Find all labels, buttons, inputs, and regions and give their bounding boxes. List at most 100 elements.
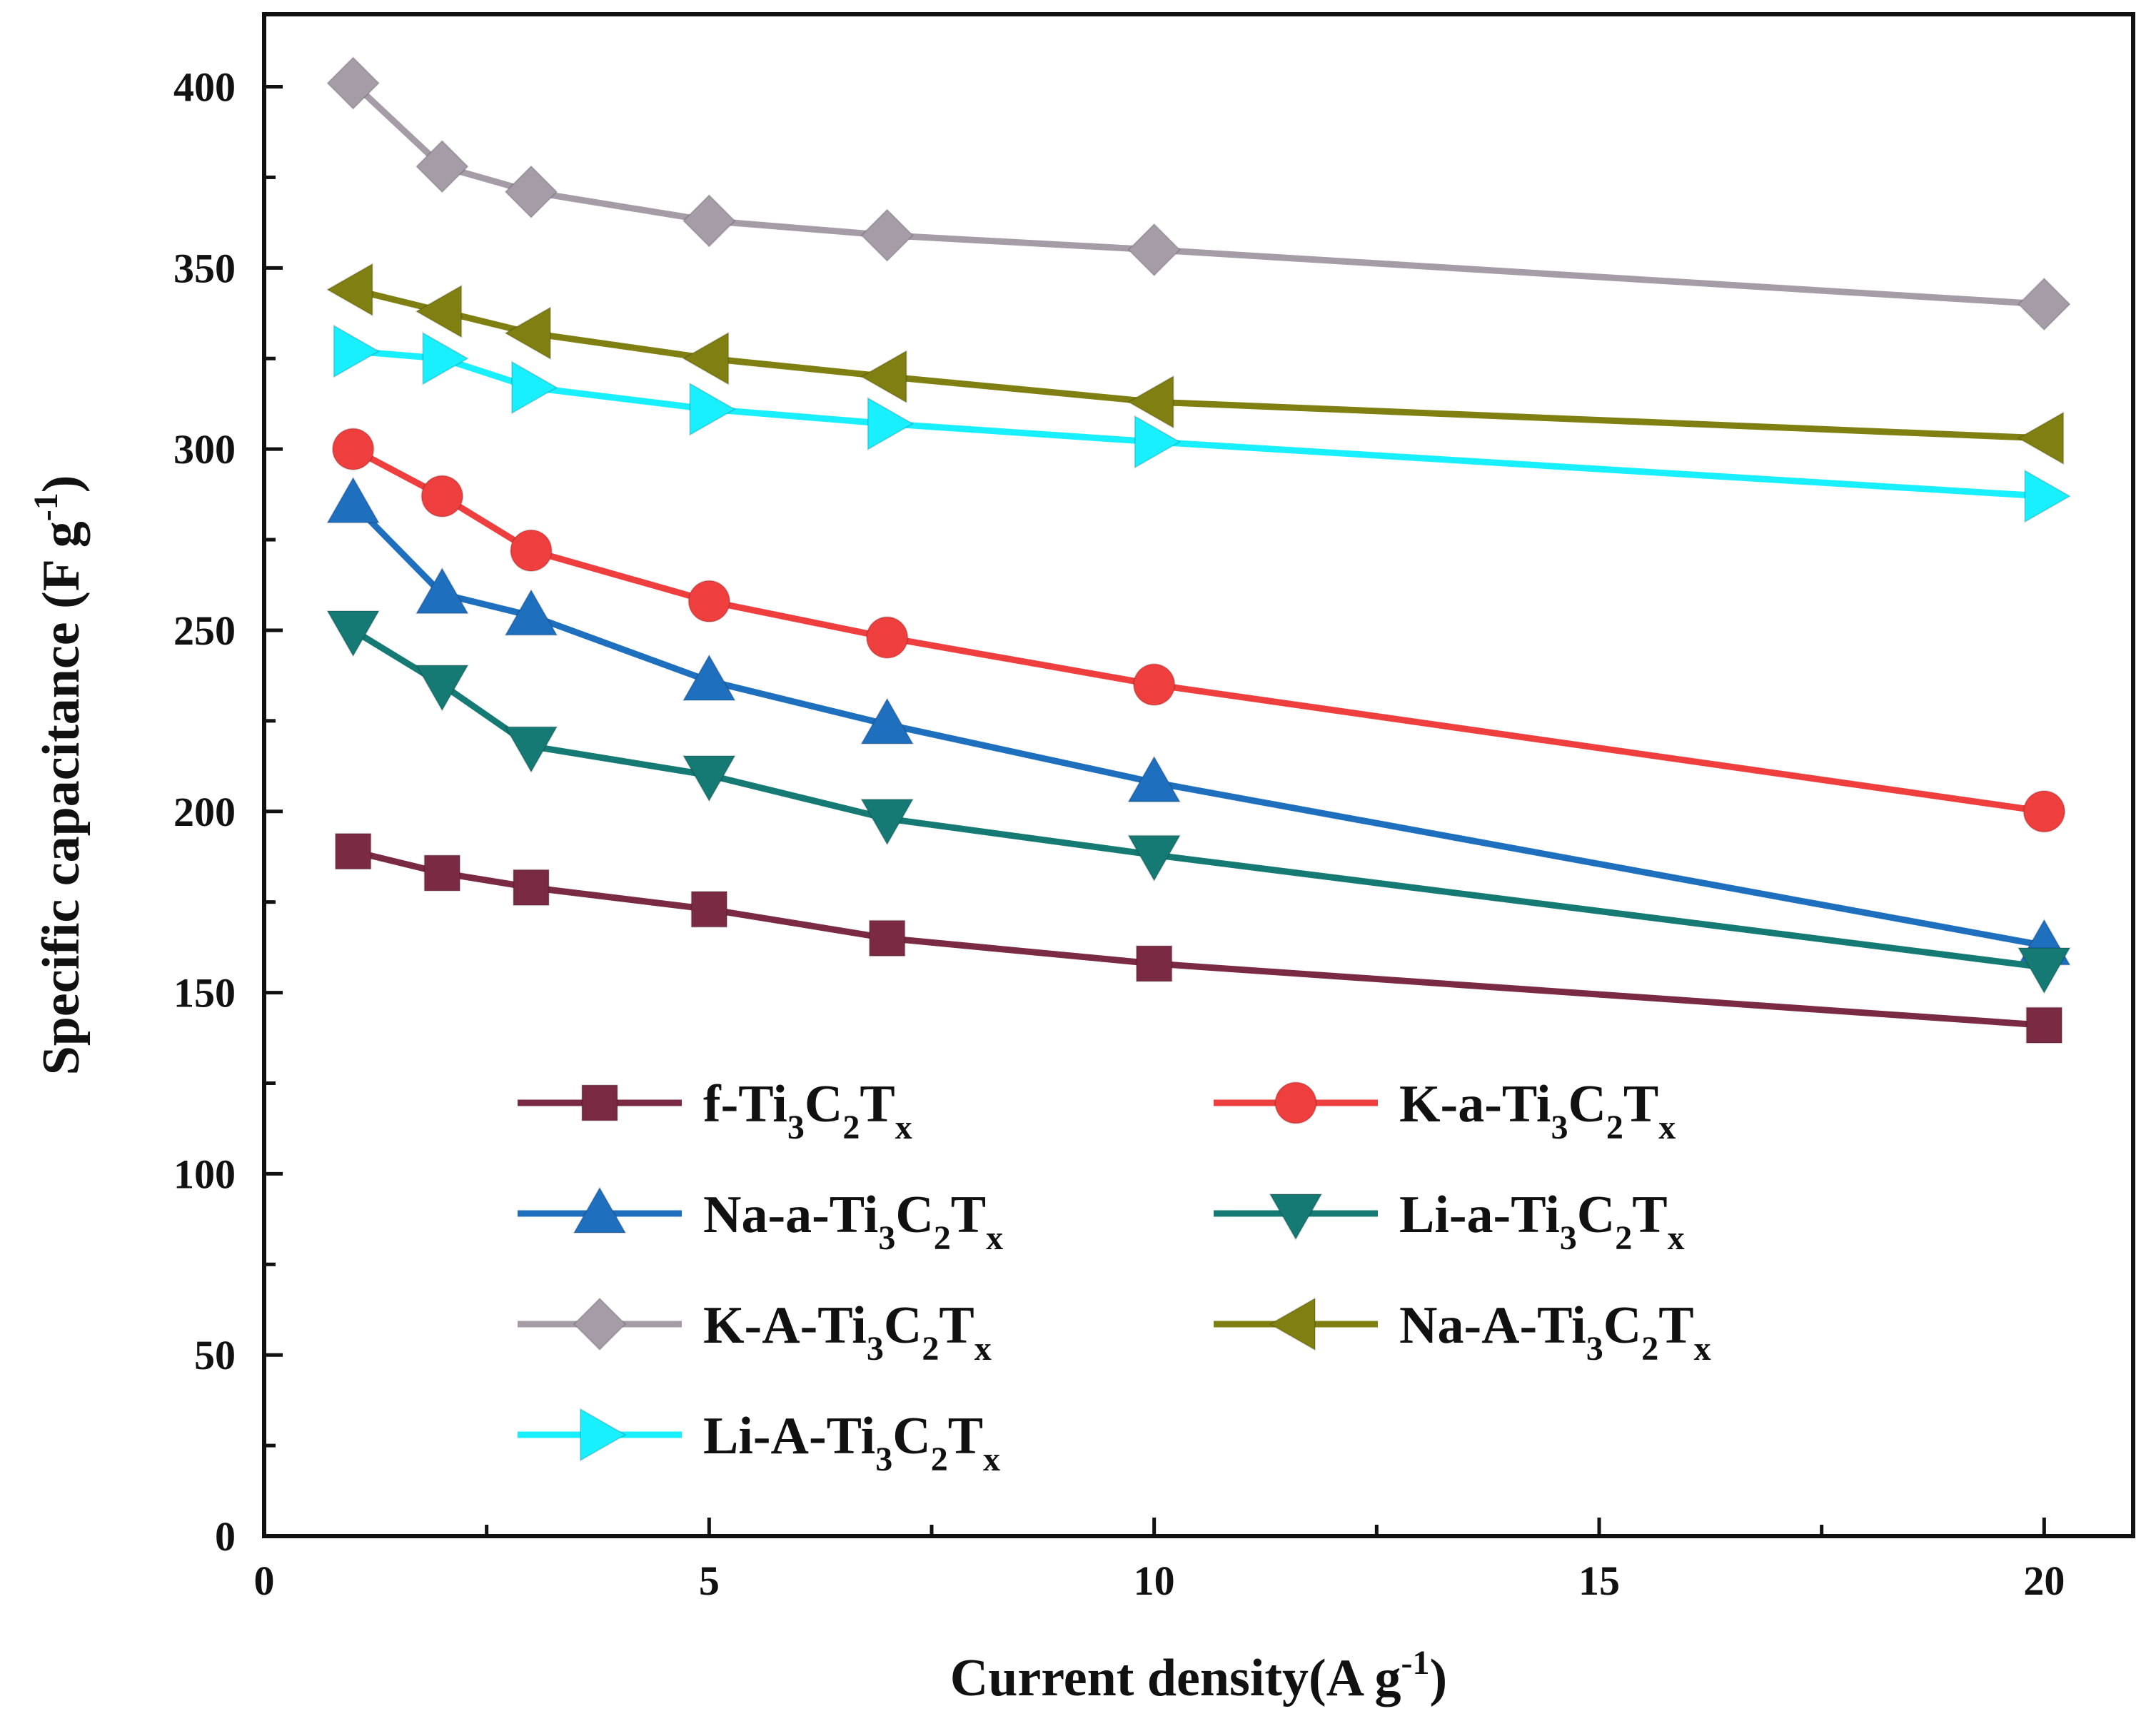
y-tick-label: 250 <box>173 607 236 654</box>
data-point <box>1127 375 1174 429</box>
y-tick-label: 150 <box>173 970 236 1016</box>
data-point <box>504 165 558 219</box>
data-point <box>513 869 550 907</box>
data-point <box>2022 789 2066 833</box>
data-point <box>868 919 906 957</box>
data-point <box>334 832 372 870</box>
data-point <box>422 331 470 385</box>
data-point <box>415 567 470 615</box>
data-point <box>504 726 558 774</box>
series-layer <box>326 56 2072 1044</box>
data-point <box>2017 947 2072 995</box>
data-point <box>420 475 464 518</box>
y-tick-label: 200 <box>173 789 236 835</box>
data-point <box>333 324 381 378</box>
data-point <box>326 476 381 524</box>
x-axis-title: Current density(A g-1) <box>950 1644 1447 1707</box>
data-point <box>690 891 728 928</box>
data-point <box>687 580 731 623</box>
y-tick-label: 0 <box>215 1513 236 1560</box>
series-4 <box>326 610 2072 995</box>
y-tick-label: 350 <box>173 245 236 291</box>
x-tick-label: 10 <box>1134 1558 1175 1604</box>
legend-label: f-Ti3C2Tx <box>703 1075 912 1146</box>
data-point <box>682 654 737 702</box>
legend-label: K-a-Ti3C2Tx <box>1399 1075 1676 1146</box>
legend-swatch-marker <box>1274 1081 1317 1124</box>
data-point <box>1127 223 1182 277</box>
data-point <box>860 798 915 846</box>
data-point <box>415 139 469 193</box>
data-point <box>510 529 553 572</box>
legend: f-Ti3C2Tx K-a-Ti3C2Tx Na-a-Ti3C2Tx Li-a-Ti3… <box>518 1075 1711 1478</box>
x-tick-label: 20 <box>2023 1558 2065 1604</box>
data-point <box>1134 415 1182 469</box>
legend-item: f-Ti3C2Tx <box>518 1075 912 1146</box>
legend-label: Na-a-Ti3C2Tx <box>703 1186 1003 1257</box>
legend-item: Na-A-Ti3C2Tx <box>1214 1296 1711 1368</box>
data-point <box>865 616 909 659</box>
series-line <box>353 348 2045 500</box>
data-point <box>1132 663 1176 706</box>
legend-swatch-marker <box>1268 1297 1316 1351</box>
x-tick-label: 15 <box>1578 1558 1620 1604</box>
axis-titles: Current density(A g-1) Specific capacita… <box>27 475 1447 1707</box>
legend-label: Li-a-Ti3C2Tx <box>1399 1186 1685 1257</box>
data-point <box>867 396 915 451</box>
legend-label: K-A-Ti3C2Tx <box>703 1296 992 1368</box>
data-point <box>689 382 737 437</box>
data-point <box>860 697 915 745</box>
y-tick-label: 100 <box>173 1151 236 1197</box>
series-5 <box>326 56 2071 331</box>
plot-frame <box>262 12 2135 1538</box>
data-point <box>415 665 470 712</box>
data-point <box>423 854 461 892</box>
legend-swatch-marker <box>1269 1194 1323 1241</box>
legend-item: Li-A-Ti3C2Tx <box>518 1407 1000 1478</box>
data-point <box>331 428 375 470</box>
data-point <box>511 360 559 415</box>
data-point <box>1135 945 1173 982</box>
series-6 <box>326 263 2065 465</box>
data-point <box>503 306 551 360</box>
data-point <box>682 755 737 803</box>
series-line <box>352 286 2045 442</box>
x-tick-label: 0 <box>254 1558 275 1604</box>
legend-swatch-marker <box>580 1408 628 1462</box>
legend-label: Na-A-Ti3C2Tx <box>1399 1296 1711 1368</box>
legend-swatch-marker <box>573 1297 627 1351</box>
x-tick-label: 5 <box>699 1558 720 1604</box>
data-point <box>1127 755 1182 803</box>
series-7 <box>333 324 2072 523</box>
legend-item: Li-a-Ti3C2Tx <box>1214 1186 1685 1257</box>
data-point <box>2017 277 2071 331</box>
series-1 <box>334 832 2063 1044</box>
legend-label: Li-A-Ti3C2Tx <box>703 1407 1000 1478</box>
data-point <box>682 331 730 385</box>
data-point <box>860 208 915 263</box>
series-2 <box>331 428 2066 833</box>
legend-item: K-A-Ti3C2Tx <box>518 1296 992 1368</box>
series-line <box>351 81 2045 308</box>
data-point <box>682 193 736 248</box>
legend-swatch-marker <box>573 1186 627 1233</box>
data-point <box>2024 469 2072 523</box>
data-point <box>415 284 463 338</box>
data-point <box>326 263 373 317</box>
legend-item: K-a-Ti3C2Tx <box>1214 1075 1676 1146</box>
data-point <box>1127 834 1182 882</box>
data-point <box>2025 1006 2063 1044</box>
y-axis-title: Specific capacitance (F g-1) <box>27 475 91 1076</box>
series-line <box>351 627 2045 971</box>
y-tick-label: 50 <box>194 1332 236 1378</box>
y-tick-label: 400 <box>173 64 236 111</box>
legend-swatch-marker <box>581 1084 618 1121</box>
data-point <box>326 610 381 657</box>
data-point <box>504 588 558 636</box>
data-point <box>2017 411 2065 465</box>
data-point <box>326 56 381 110</box>
data-point <box>860 349 907 404</box>
legend-item: Na-a-Ti3C2Tx <box>518 1186 1003 1257</box>
y-tick-label: 300 <box>173 426 236 473</box>
